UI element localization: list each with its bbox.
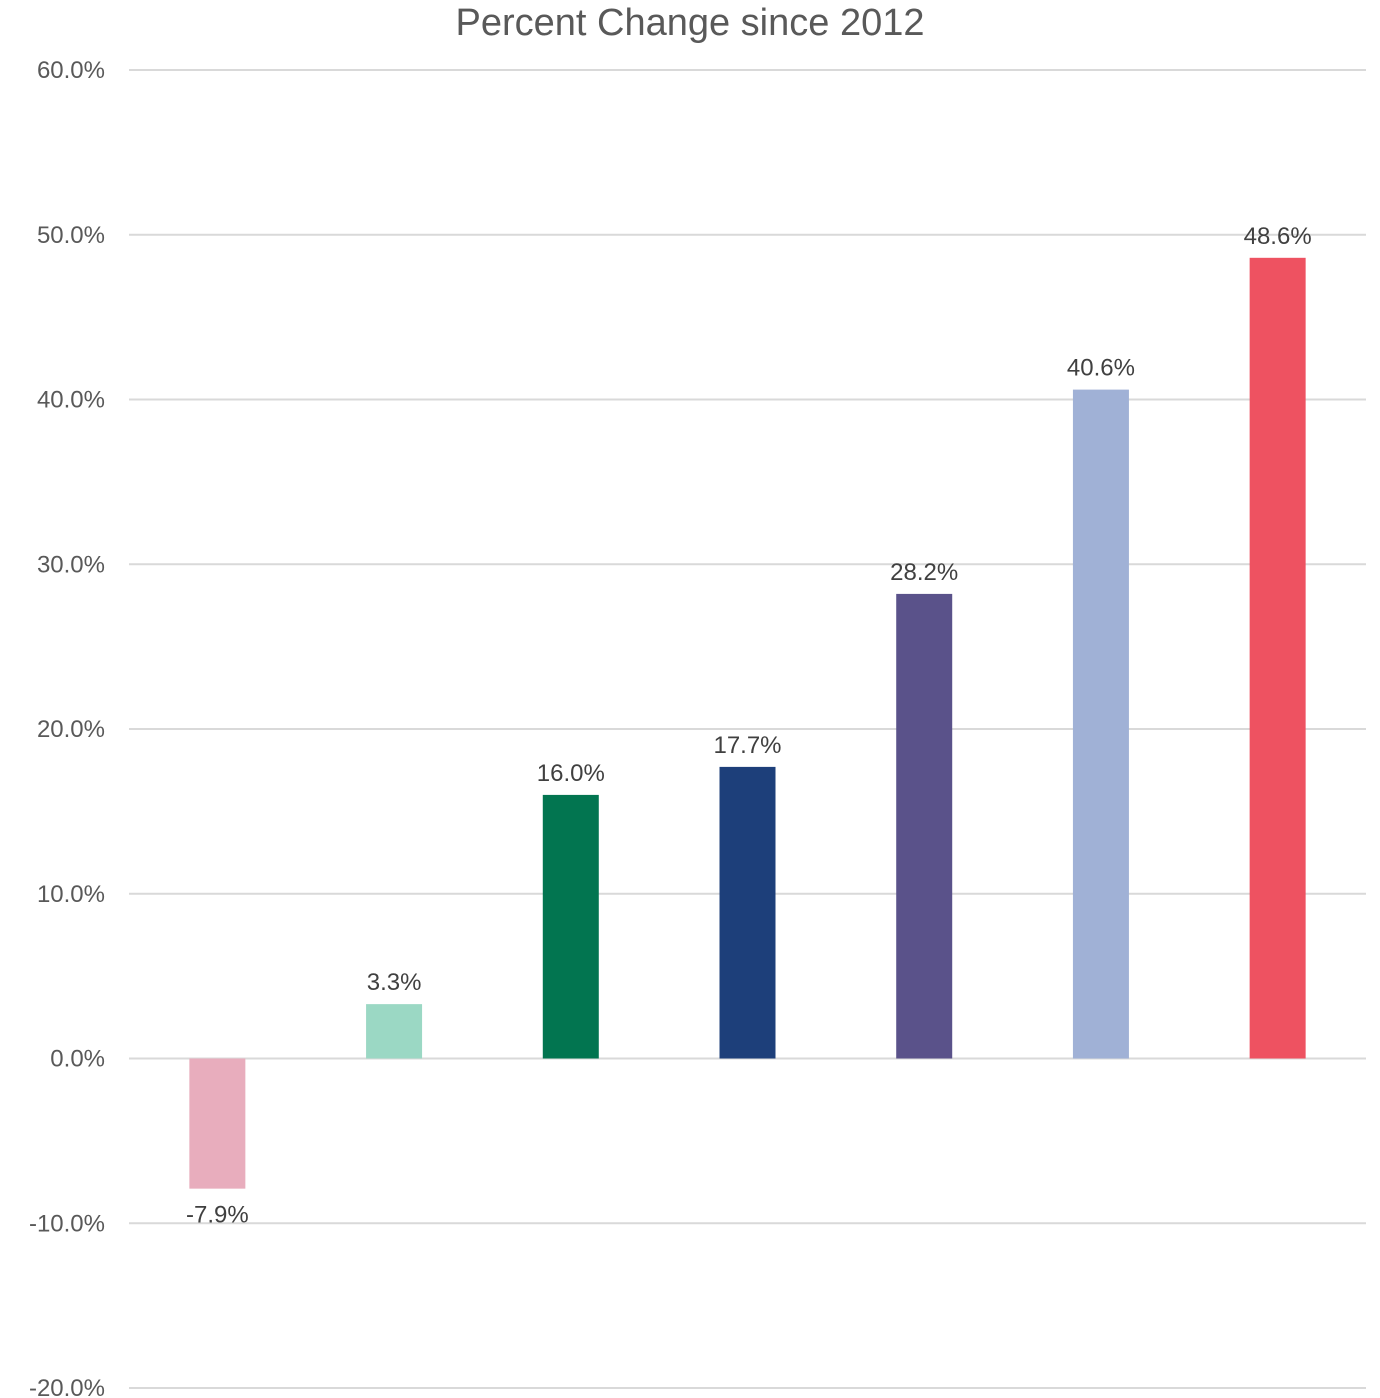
- y-tick-label: -10.0%: [29, 1210, 105, 1237]
- bar: [542, 794, 599, 1059]
- y-tick-label: 10.0%: [37, 881, 105, 908]
- y-tick-label: 60.0%: [37, 57, 105, 84]
- bar: [1249, 257, 1306, 1059]
- y-tick-label: 40.0%: [37, 387, 105, 414]
- chart-title: Percent Change since 2012: [455, 2, 925, 44]
- bar: [719, 766, 776, 1059]
- y-tick-label: 0.0%: [50, 1046, 105, 1073]
- y-tick-label: 50.0%: [37, 222, 105, 249]
- data-label: 17.7%: [713, 732, 781, 759]
- y-tick-label: 20.0%: [37, 716, 105, 743]
- data-label: 3.3%: [367, 969, 422, 996]
- y-tick-label: -20.0%: [29, 1375, 105, 1398]
- bar: [189, 1058, 246, 1189]
- bar: [1072, 389, 1129, 1059]
- data-label: 28.2%: [890, 559, 958, 586]
- y-tick-label: 30.0%: [37, 551, 105, 578]
- data-label: -7.9%: [186, 1202, 249, 1229]
- data-label: 16.0%: [537, 760, 605, 787]
- data-label: 40.6%: [1067, 355, 1135, 382]
- bar: [896, 593, 953, 1059]
- data-label: 48.6%: [1244, 223, 1312, 250]
- bar: [366, 1004, 423, 1059]
